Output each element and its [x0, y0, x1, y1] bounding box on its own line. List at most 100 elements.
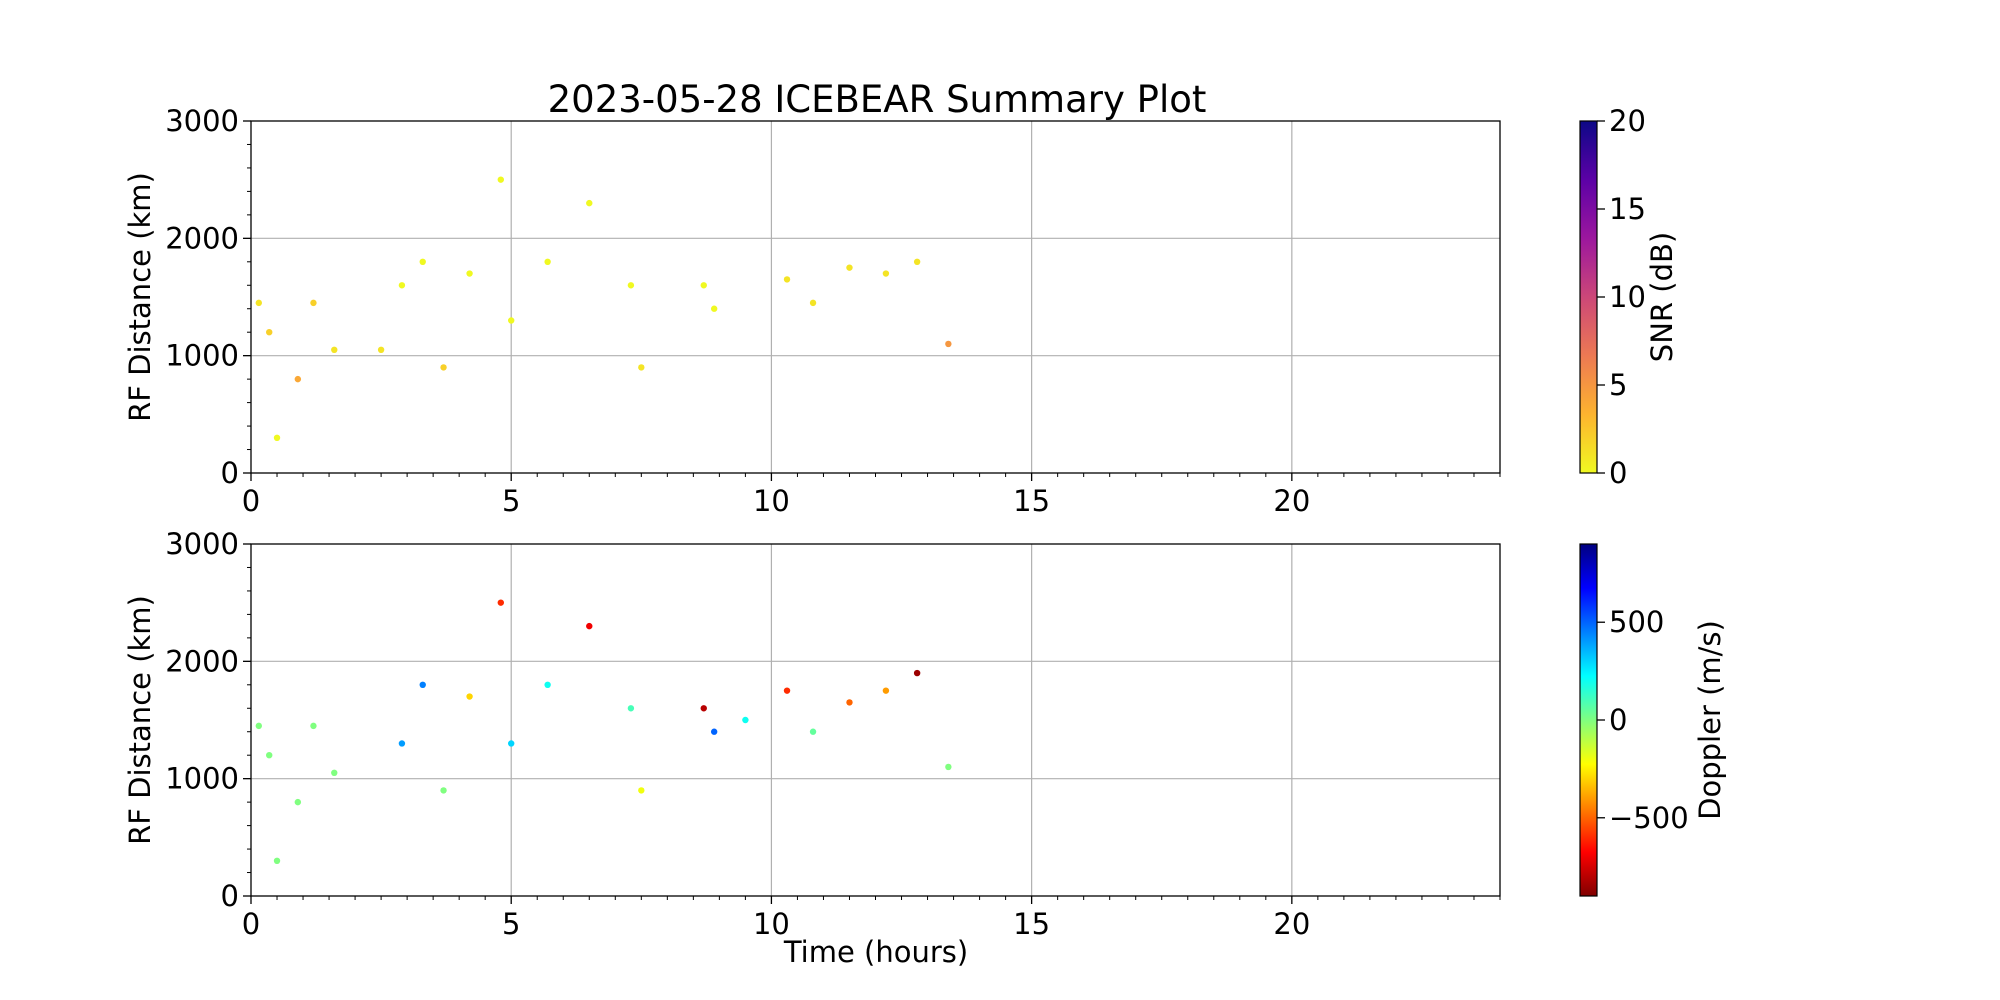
snr-y-axis-label: RF Distance (km) [123, 172, 157, 422]
data-point [331, 346, 338, 353]
data-point [783, 687, 791, 694]
data-point [310, 722, 317, 730]
colorbar-tick-label: 500 [1609, 605, 1664, 639]
doppler-points [255, 599, 952, 864]
data-point [419, 258, 426, 265]
doppler-colorbar: −500 0 500 Doppler (m/s) [1579, 543, 1727, 897]
snr-axes-frame [250, 120, 1501, 474]
data-point [508, 317, 515, 324]
doppler-colorbar-label: Doppler (m/s) [1693, 620, 1727, 820]
snr-panel: 0 5 10 15 20 0 1000 2000 3000 RF Distance (km) [123, 104, 1501, 518]
data-point [440, 787, 447, 794]
colorbar-tick-label: 0 [1609, 456, 1627, 490]
colorbar-tick-label: 0 [1609, 703, 1627, 737]
data-point [638, 364, 645, 371]
data-point [255, 722, 263, 730]
snr-colorbar: 0 5 10 15 20 SNR (dB) [1579, 104, 1679, 490]
colorbar-tick-label: 10 [1609, 280, 1646, 314]
colorbar-tick-label: 5 [1609, 368, 1627, 402]
data-point [466, 693, 473, 700]
data-point [627, 282, 635, 289]
data-point [945, 340, 952, 348]
x-tick-label: 5 [502, 484, 520, 518]
colorbar-tick-label: −500 [1609, 801, 1689, 835]
data-point [266, 329, 273, 336]
data-point [586, 199, 593, 207]
data-point [882, 270, 890, 277]
data-point [508, 740, 515, 747]
data-point [846, 264, 853, 271]
data-point [255, 299, 263, 307]
snr-colorbar-gradient [1579, 120, 1598, 474]
data-point [398, 740, 406, 747]
data-point [310, 299, 317, 307]
data-point [945, 763, 952, 771]
data-point [294, 798, 302, 806]
y-tick-label: 0 [221, 879, 239, 913]
doppler-y-axis-label: RF Distance (km) [123, 595, 157, 845]
x-tick-label: 20 [1273, 484, 1310, 518]
x-tick-label: 5 [502, 907, 520, 941]
data-point [913, 258, 921, 265]
data-point [294, 375, 302, 383]
y-tick-label: 2000 [165, 644, 239, 678]
y-tick-label: 3000 [165, 104, 239, 138]
data-point [273, 857, 281, 864]
snr-colorbar-label: SNR (dB) [1645, 232, 1679, 362]
doppler-axes-frame [250, 543, 1501, 897]
y-tick-label: 0 [221, 456, 239, 490]
data-point [398, 282, 406, 289]
x-tick-label: 15 [1013, 484, 1050, 518]
x-tick-label: 15 [1013, 907, 1050, 941]
x-tick-label: 10 [753, 484, 790, 518]
doppler-grid [251, 544, 1500, 896]
snr-x-ticks: 0 5 10 15 20 [242, 473, 1310, 518]
data-point [627, 705, 635, 712]
data-point [913, 669, 921, 677]
data-point [544, 258, 551, 265]
data-point [266, 752, 273, 759]
data-point [783, 276, 791, 283]
data-point [638, 787, 645, 794]
snr-minor-ticks [247, 143, 1501, 477]
data-point [700, 282, 707, 289]
data-point [497, 599, 504, 606]
snr-y-ticks: 0 1000 2000 3000 [165, 104, 251, 490]
data-point [846, 699, 853, 706]
data-point [377, 346, 385, 353]
data-point [273, 434, 281, 441]
y-tick-label: 1000 [165, 339, 239, 373]
snr-grid [251, 121, 1500, 473]
data-point [586, 622, 593, 630]
y-tick-label: 2000 [165, 221, 239, 255]
doppler-x-ticks: 0 5 10 15 20 [242, 896, 1310, 941]
y-tick-label: 1000 [165, 762, 239, 796]
data-point [882, 687, 890, 694]
snr-colorbar-ticks: 0 5 10 15 20 [1597, 104, 1646, 490]
x-tick-label: 0 [242, 484, 260, 518]
colorbar-tick-label: 20 [1609, 104, 1646, 138]
data-point [742, 716, 749, 724]
snr-points [255, 176, 952, 441]
doppler-colorbar-ticks: −500 0 500 [1597, 605, 1689, 835]
data-point [710, 305, 718, 312]
data-point [809, 728, 817, 735]
chart-title: 2023-05-28 ICEBEAR Summary Plot [548, 78, 1207, 121]
y-tick-label: 3000 [165, 527, 239, 561]
data-point [710, 728, 718, 735]
data-point [700, 705, 707, 712]
data-point [809, 299, 817, 307]
doppler-y-ticks: 0 1000 2000 3000 [165, 527, 251, 913]
data-point [544, 681, 551, 688]
data-point [466, 270, 473, 277]
colorbar-tick-label: 15 [1609, 192, 1646, 226]
x-tick-label: 0 [242, 907, 260, 941]
doppler-minor-ticks [247, 566, 1501, 900]
x-axis-label: Time (hours) [783, 935, 968, 969]
data-point [497, 176, 504, 183]
x-tick-label: 20 [1273, 907, 1310, 941]
data-point [331, 769, 338, 776]
data-point [440, 364, 447, 371]
